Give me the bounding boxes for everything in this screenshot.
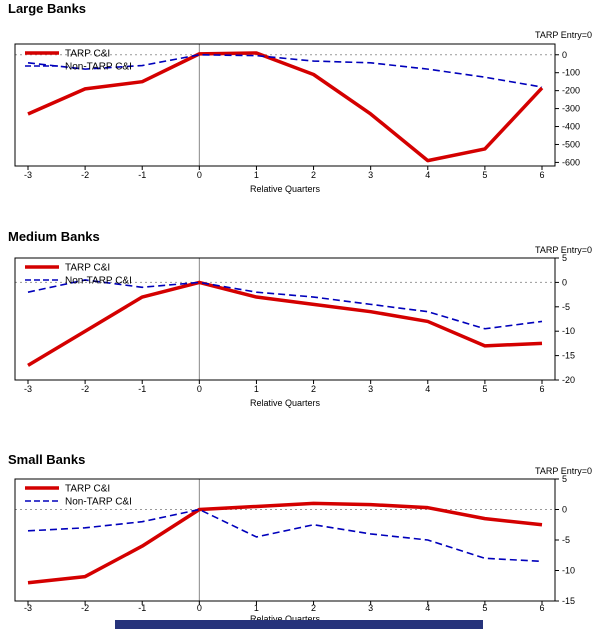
x-tick-label: 5 <box>482 170 487 180</box>
x-tick-label: 4 <box>425 384 430 394</box>
y-tick-label: -10 <box>562 566 575 576</box>
y-tick-label: -100 <box>562 68 580 78</box>
x-tick-label: -1 <box>138 170 146 180</box>
chart-title: Small Banks <box>8 453 85 467</box>
y-tick-label: -5 <box>562 535 570 545</box>
x-tick-label: 2 <box>311 170 316 180</box>
x-tick-label: -2 <box>81 603 89 613</box>
non-tarp-series-line <box>27 53 543 88</box>
tarp-series-line <box>27 501 543 585</box>
tarp-series-line <box>27 51 544 163</box>
y-tick-label: -20 <box>562 375 575 385</box>
y-tick-label: -200 <box>562 86 580 96</box>
tarp-entry-label: TARP Entry=0 <box>535 245 592 255</box>
y-tick-label: 5 <box>562 474 567 484</box>
background-window-bar <box>115 620 483 629</box>
y-tick-label: -15 <box>562 351 575 361</box>
plot-area: 0 -100 -200 -300 -400 -500 -600 -3 -2 -1 0 1 2 3 4 5 6 Re… <box>14 43 580 194</box>
x-tick-label: -1 <box>138 603 146 613</box>
chart-title: Medium Banks <box>8 229 100 244</box>
y-tick-label: 0 <box>562 505 567 515</box>
legend-label: Non-TARP C&I <box>65 276 132 287</box>
x-tick-label: 4 <box>425 170 430 180</box>
tarp-entry-label: TARP Entry=0 <box>535 466 592 476</box>
y-tick-label: 5 <box>562 253 567 263</box>
x-tick-label: 5 <box>482 384 487 394</box>
y-tick-label: -500 <box>562 139 580 149</box>
x-axis-title: Relative Quarters <box>250 614 321 620</box>
x-tick-label: -2 <box>81 384 89 394</box>
legend-label: TARP C&I <box>65 49 110 60</box>
small-banks-chart: Small Banks TARP Entry=0 5 0 -5 -10 -15 -3 -2-… <box>0 453 600 620</box>
x-tick-label: 0 <box>197 603 202 613</box>
x-tick-label: 3 <box>368 170 373 180</box>
x-tick-label: 1 <box>254 384 259 394</box>
x-axis-title: Relative Quarters <box>250 184 321 194</box>
x-tick-label: 2 <box>311 384 316 394</box>
x-tick-label: 3 <box>368 384 373 394</box>
y-tick-label: -15 <box>562 596 575 606</box>
y-tick-label: -400 <box>562 122 580 132</box>
y-tick-label: -600 <box>562 157 580 167</box>
tarp-series-line <box>27 280 543 367</box>
legend-label: Non-TARP C&I <box>65 62 132 73</box>
x-tick-label: 4 <box>425 603 430 613</box>
x-tick-label: 0 <box>197 170 202 180</box>
x-tick-label: 6 <box>539 384 544 394</box>
x-tick-label: 1 <box>254 170 259 180</box>
plot-border <box>14 43 556 167</box>
non-tarp-series-line <box>27 508 543 563</box>
y-tick-label: -10 <box>562 326 575 336</box>
large-banks-svg: Large Banks TARP Entry=0 0 -100 -200 -300 -4… <box>8 1 592 194</box>
medium-banks-chart: Medium Banks TARP Entry=0 5 0 -5 -10 -15 -20-… <box>0 225 600 453</box>
x-tick-label: 3 <box>368 603 373 613</box>
small-banks-svg: Small Banks TARP Entry=0 50-5-10-15-3 -2-… <box>8 453 592 620</box>
y-tick-label: -300 <box>562 104 580 114</box>
x-tick-label: 1 <box>254 603 259 613</box>
x-tick-label: 6 <box>539 170 544 180</box>
x-tick-label: -1 <box>138 384 146 394</box>
legend-label: TARP C&I <box>65 263 110 274</box>
x-tick-label: -3 <box>24 170 32 180</box>
chart-title: Large Banks <box>8 1 86 16</box>
legend-label: TARP C&I <box>65 484 110 495</box>
legend-label: Non-TARP C&I <box>65 497 132 508</box>
y-tick-label: 0 <box>562 50 567 60</box>
medium-banks-svg: Medium Banks TARP Entry=0 50-5-10-15-20-… <box>8 229 592 408</box>
tarp-entry-label: TARP Entry=0 <box>535 30 592 40</box>
x-axis-title: Relative Quarters <box>250 398 321 408</box>
y-tick-label: -5 <box>562 302 570 312</box>
x-tick-label: -3 <box>24 603 32 613</box>
x-tick-label: 2 <box>311 603 316 613</box>
plot-border <box>14 257 556 381</box>
x-tick-label: -2 <box>81 170 89 180</box>
large-banks-chart: Large Banks TARP Entry=0 0 -100 -200 -300 -4… <box>0 0 600 225</box>
x-tick-label: -3 <box>24 384 32 394</box>
x-tick-label: 6 <box>539 603 544 613</box>
non-tarp-series-line <box>27 279 543 330</box>
x-tick-label: 5 <box>482 603 487 613</box>
y-tick-label: 0 <box>562 277 567 287</box>
x-tick-label: 0 <box>197 384 202 394</box>
